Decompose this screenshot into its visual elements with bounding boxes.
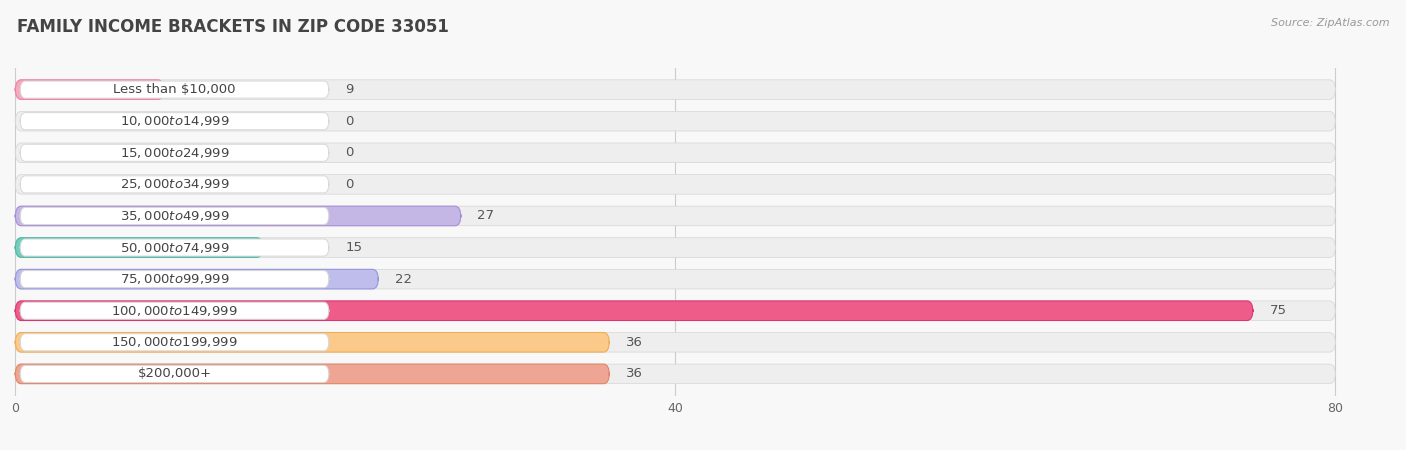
Text: $200,000+: $200,000+ bbox=[138, 367, 211, 380]
FancyBboxPatch shape bbox=[20, 270, 329, 288]
FancyBboxPatch shape bbox=[20, 112, 329, 130]
Text: 27: 27 bbox=[477, 209, 495, 222]
FancyBboxPatch shape bbox=[15, 80, 163, 99]
FancyBboxPatch shape bbox=[15, 364, 1336, 384]
FancyBboxPatch shape bbox=[15, 270, 378, 289]
Text: Source: ZipAtlas.com: Source: ZipAtlas.com bbox=[1271, 18, 1389, 28]
FancyBboxPatch shape bbox=[15, 206, 1336, 226]
FancyBboxPatch shape bbox=[15, 112, 1336, 131]
FancyBboxPatch shape bbox=[20, 144, 329, 161]
Text: 36: 36 bbox=[626, 367, 643, 380]
Text: 36: 36 bbox=[626, 336, 643, 349]
Text: 75: 75 bbox=[1270, 304, 1286, 317]
Text: 0: 0 bbox=[346, 115, 354, 128]
Text: $75,000 to $99,999: $75,000 to $99,999 bbox=[120, 272, 229, 286]
FancyBboxPatch shape bbox=[15, 364, 609, 384]
FancyBboxPatch shape bbox=[15, 301, 1253, 320]
FancyBboxPatch shape bbox=[20, 207, 329, 225]
FancyBboxPatch shape bbox=[15, 333, 609, 352]
FancyBboxPatch shape bbox=[15, 143, 1336, 162]
FancyBboxPatch shape bbox=[15, 301, 1336, 320]
Text: $35,000 to $49,999: $35,000 to $49,999 bbox=[120, 209, 229, 223]
FancyBboxPatch shape bbox=[15, 80, 1336, 99]
FancyBboxPatch shape bbox=[20, 239, 329, 256]
Text: $100,000 to $149,999: $100,000 to $149,999 bbox=[111, 304, 238, 318]
FancyBboxPatch shape bbox=[15, 238, 1336, 257]
FancyBboxPatch shape bbox=[20, 176, 329, 193]
Text: $15,000 to $24,999: $15,000 to $24,999 bbox=[120, 146, 229, 160]
FancyBboxPatch shape bbox=[15, 175, 1336, 194]
Text: $25,000 to $34,999: $25,000 to $34,999 bbox=[120, 177, 229, 191]
Text: 9: 9 bbox=[346, 83, 354, 96]
FancyBboxPatch shape bbox=[15, 333, 1336, 352]
Text: 0: 0 bbox=[346, 146, 354, 159]
Text: 15: 15 bbox=[346, 241, 363, 254]
Text: 22: 22 bbox=[395, 273, 412, 286]
Text: Less than $10,000: Less than $10,000 bbox=[114, 83, 236, 96]
FancyBboxPatch shape bbox=[20, 302, 329, 319]
Text: FAMILY INCOME BRACKETS IN ZIP CODE 33051: FAMILY INCOME BRACKETS IN ZIP CODE 33051 bbox=[17, 18, 449, 36]
FancyBboxPatch shape bbox=[20, 81, 329, 98]
FancyBboxPatch shape bbox=[15, 270, 1336, 289]
Text: $50,000 to $74,999: $50,000 to $74,999 bbox=[120, 241, 229, 255]
FancyBboxPatch shape bbox=[20, 334, 329, 351]
Text: $150,000 to $199,999: $150,000 to $199,999 bbox=[111, 335, 238, 349]
Text: $10,000 to $14,999: $10,000 to $14,999 bbox=[120, 114, 229, 128]
FancyBboxPatch shape bbox=[15, 206, 461, 226]
Text: 0: 0 bbox=[346, 178, 354, 191]
FancyBboxPatch shape bbox=[15, 238, 263, 257]
FancyBboxPatch shape bbox=[20, 365, 329, 382]
